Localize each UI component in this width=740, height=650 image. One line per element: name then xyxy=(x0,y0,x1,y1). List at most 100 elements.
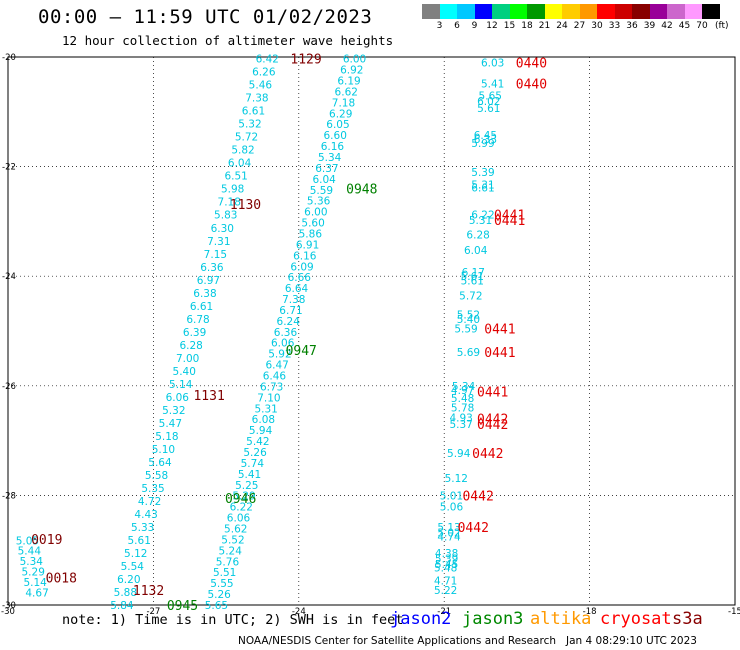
wave-height-label: 4.93 xyxy=(449,413,472,425)
wave-height-label: 5.40 xyxy=(457,314,480,326)
x-tick-label: -24 xyxy=(292,607,306,617)
wave-height-label: 6.04 xyxy=(464,245,488,257)
wave-height-label: 5.31 xyxy=(471,180,494,192)
x-tick-label: -27 xyxy=(146,607,160,617)
track-time-label: 0442 xyxy=(458,521,489,536)
wave-height-label: 5.86 xyxy=(299,228,323,240)
wave-height-label: 5.22 xyxy=(434,585,457,597)
wave-height-label: 7.31 xyxy=(207,236,230,248)
scale-swatch xyxy=(684,4,702,19)
wave-height-label: 6.24 xyxy=(277,316,301,328)
wave-height-label: 6.73 xyxy=(260,381,283,393)
wave-height-label: 5.94 xyxy=(447,448,471,460)
scale-swatch xyxy=(492,4,510,19)
track-time-label: 0947 xyxy=(286,344,317,359)
wave-height-label: 5.61 xyxy=(461,276,484,288)
wave-height-label: 5.82 xyxy=(231,145,254,157)
wave-height-label: 5.29 xyxy=(232,491,255,503)
wave-height-label: 4.43 xyxy=(134,509,157,521)
y-tick-label: -20 xyxy=(2,53,16,63)
scale-swatch xyxy=(614,4,632,19)
wave-height-label: 5.25 xyxy=(235,480,258,492)
wave-height-label: 6.61 xyxy=(190,301,213,313)
scale-swatch xyxy=(439,4,457,19)
wave-height-label: 5.61 xyxy=(128,535,151,547)
wave-height-label: 5.14 xyxy=(23,577,47,589)
scale-swatch xyxy=(649,4,667,19)
wave-height-label: 6.00 xyxy=(304,207,327,219)
wave-height-label: 7.38 xyxy=(282,294,305,306)
track-time-label: 1130 xyxy=(230,198,261,213)
wave-height-label: 5.48 xyxy=(434,563,457,575)
wave-height-label: 7.00 xyxy=(176,353,199,365)
wave-height-label: 6.16 xyxy=(321,141,345,153)
wave-height-label: 6.61 xyxy=(471,182,494,194)
wave-height-label: 4.74 xyxy=(437,532,461,544)
wave-height-label: 5.55 xyxy=(210,578,233,590)
wave-height-label: 6.02 xyxy=(477,96,500,108)
wave-height-label: 5.52 xyxy=(221,534,244,546)
scale-label: 27 xyxy=(573,21,586,31)
wave-height-label: 5.54 xyxy=(121,561,145,573)
wave-height-label: 6.36 xyxy=(274,327,298,339)
wave-height-label: 6.92 xyxy=(340,65,363,77)
scale-label: 15 xyxy=(503,21,516,31)
header-title: 00:00 – 11:59 UTC 01/02/2023 xyxy=(38,6,373,28)
wave-height-label: 6.22 xyxy=(471,209,494,221)
scale-swatch xyxy=(667,4,685,19)
color-scale-labels: 3 6 9 12 15 18 21 24 27 30 33 36 39 42 45 70 xyxy=(422,21,740,33)
wave-height-label: 5.24 xyxy=(219,545,243,557)
wave-height-label: 5.88 xyxy=(114,587,137,599)
wave-height-label: 6.91 xyxy=(296,239,319,251)
scale-swatch xyxy=(579,4,597,19)
wave-height-label: 5.99 xyxy=(471,138,494,150)
y-tick-label: -24 xyxy=(2,272,16,282)
scale-label: 18 xyxy=(521,21,533,31)
wave-height-label: 6.22 xyxy=(230,502,253,514)
wave-height-label: 5.41 xyxy=(481,78,504,90)
wave-height-label: 5.32 xyxy=(162,405,185,417)
wave-height-label: 5.34 xyxy=(20,556,44,568)
wave-height-label: 5.31 xyxy=(469,215,492,227)
x-tick-label: -18 xyxy=(583,607,597,617)
scale-label: 21 xyxy=(538,21,551,31)
wave-height-label: 5.42 xyxy=(246,436,269,448)
wave-height-label: 5.59 xyxy=(454,323,477,335)
wave-height-label: 5.14 xyxy=(169,379,193,391)
scale-label: 12 xyxy=(486,21,498,31)
satellite-label-cryosat: cryosat xyxy=(600,609,672,629)
wave-height-label: 6.08 xyxy=(252,414,275,426)
satellite-label-s3a: s3a xyxy=(672,609,703,629)
wave-height-label: 5.47 xyxy=(159,418,182,430)
track-time-label: 0441 xyxy=(484,322,515,337)
wave-height-label: 5.61 xyxy=(477,103,500,115)
wave-height-label: 6.60 xyxy=(324,130,347,142)
wave-height-label: 5.44 xyxy=(18,546,42,558)
satellite-label-jason3: jason3 xyxy=(462,609,524,629)
wave-height-label: 5.37 xyxy=(449,419,472,431)
track-time-label: 1132 xyxy=(133,584,164,599)
wave-height-label: 5.36 xyxy=(307,196,331,208)
scale-label: 9 xyxy=(471,21,478,31)
wave-height-label: 5.51 xyxy=(213,567,236,579)
wave-height-label: 5.39 xyxy=(435,553,458,565)
generated-time: Jan 4 08:29:10 UTC 2023 xyxy=(566,635,697,647)
scale-label: 30 xyxy=(591,21,603,31)
wave-height-label: 5.60 xyxy=(301,218,324,230)
wave-height-label: 5.48 xyxy=(451,393,474,405)
wave-height-label: 7.18 xyxy=(218,197,241,209)
scale-swatch xyxy=(702,4,720,19)
wave-height-label: 6.06 xyxy=(227,513,251,525)
track-time-label: 1131 xyxy=(193,389,224,404)
satellite-label-jason2: jason2 xyxy=(390,609,452,629)
wave-height-label: 6.20 xyxy=(117,574,140,586)
scale-swatch xyxy=(562,4,580,19)
wave-height-label: 5.41 xyxy=(238,469,261,481)
scale-unit: (ft) xyxy=(715,21,729,31)
wave-height-label: 6.19 xyxy=(337,75,360,87)
track-time-label: 0019 xyxy=(31,533,62,548)
scale-swatch xyxy=(474,4,492,19)
wave-height-label: 5.78 xyxy=(451,403,474,415)
wave-height-label: 6.39 xyxy=(183,327,206,339)
wave-height-label: 4.38 xyxy=(435,548,458,560)
